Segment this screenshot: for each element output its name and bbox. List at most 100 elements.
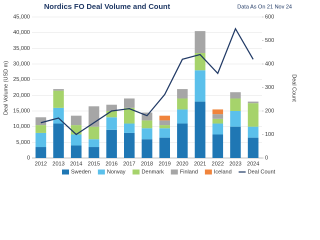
bar-segment bbox=[177, 123, 188, 158]
x-tick-label: 2013 bbox=[52, 161, 64, 167]
y-tick-label: 35,000 bbox=[13, 46, 30, 52]
bar-segment bbox=[53, 107, 64, 124]
x-tick-label: 2014 bbox=[70, 161, 82, 167]
bar-segment bbox=[212, 118, 224, 124]
bar-segment bbox=[212, 123, 224, 135]
bar-segment bbox=[141, 112, 153, 121]
bar-segment bbox=[247, 103, 259, 127]
y-axis-title: Deal Volume (USD m) bbox=[3, 61, 9, 115]
bar-segment bbox=[177, 89, 188, 99]
y2-axis-title: Deal Count bbox=[291, 74, 297, 102]
x-tick-label: 2020 bbox=[176, 161, 188, 167]
x-tick-label: 2022 bbox=[212, 161, 224, 167]
x-tick-label: 2019 bbox=[159, 161, 171, 167]
bar-segment bbox=[247, 126, 259, 138]
y2-tick-label: 400 bbox=[265, 61, 274, 67]
y-tick-label: 10,000 bbox=[13, 124, 30, 130]
bar-segment bbox=[124, 123, 135, 133]
bar-segment bbox=[106, 117, 117, 130]
y2-tick-label: 600 bbox=[265, 14, 274, 20]
bar-segment bbox=[124, 98, 135, 108]
x-tick-label: 2017 bbox=[123, 161, 135, 167]
y-tick-label: 5,000 bbox=[16, 140, 30, 146]
x-tick-label: 2024 bbox=[247, 161, 259, 167]
bar-segment bbox=[88, 147, 100, 158]
bar-segment bbox=[70, 145, 82, 158]
legend-label: Sweden bbox=[71, 169, 91, 175]
bar-segment bbox=[70, 134, 82, 146]
legend-swatch bbox=[132, 169, 140, 175]
bar-segment bbox=[70, 125, 82, 135]
y-tick-label: 30,000 bbox=[13, 61, 30, 67]
legend-label: Iceland bbox=[214, 169, 232, 175]
bar-segment bbox=[194, 31, 206, 54]
x-tick-label: 2023 bbox=[229, 161, 241, 167]
bar-segment bbox=[194, 53, 206, 71]
bar-segment bbox=[177, 98, 188, 110]
bar-segment bbox=[35, 132, 47, 148]
bar-segment bbox=[53, 89, 64, 91]
bar-segment bbox=[53, 90, 64, 108]
legend-swatch bbox=[204, 169, 212, 175]
bar-segment bbox=[212, 134, 224, 158]
x-tick-label: 2016 bbox=[105, 161, 117, 167]
bar-segment bbox=[141, 128, 153, 140]
bar-segment bbox=[247, 137, 259, 158]
line bbox=[40, 27, 254, 136]
legend-label: Finland bbox=[180, 169, 198, 175]
y-tick-label: 15,000 bbox=[13, 108, 30, 114]
y2-tick-label: 200 bbox=[265, 108, 274, 114]
bar-segment bbox=[124, 107, 135, 124]
bar-segment bbox=[230, 111, 241, 127]
y2-tick-label: 0 bbox=[265, 155, 268, 161]
legend-swatch bbox=[97, 169, 105, 175]
chart-title: Nordics FO Deal Volume and Count bbox=[44, 2, 171, 11]
bar-segment bbox=[141, 139, 153, 158]
x-tick-label: 2021 bbox=[194, 161, 206, 167]
y2-tick-label: 100 bbox=[265, 132, 274, 138]
bar-segment bbox=[88, 126, 100, 140]
bar-segment bbox=[230, 126, 241, 158]
bar-segment bbox=[194, 101, 206, 158]
bar-segment bbox=[159, 125, 170, 129]
bar-segment bbox=[212, 109, 224, 115]
bar-segment bbox=[159, 115, 170, 121]
bar-segment bbox=[106, 104, 117, 111]
bar-segment bbox=[35, 117, 47, 126]
bar-segment bbox=[194, 70, 206, 102]
chart-subtitle: Data As On 21 Nov 24 bbox=[237, 4, 292, 10]
y-tick-label: 40,000 bbox=[13, 30, 30, 36]
bar-segment bbox=[70, 115, 82, 126]
legend-label: Denmark bbox=[142, 169, 165, 175]
bar-segment bbox=[159, 137, 170, 158]
bar-segment bbox=[230, 98, 241, 111]
x-tick-label: 2018 bbox=[141, 161, 153, 167]
bar-segment bbox=[159, 120, 170, 126]
legend-swatch bbox=[170, 169, 178, 175]
bar-segment bbox=[212, 114, 224, 119]
bar-segment bbox=[53, 123, 64, 158]
x-tick-label: 2015 bbox=[88, 161, 100, 167]
bar-segment bbox=[106, 111, 117, 118]
y-tick-label: 0 bbox=[27, 155, 30, 161]
bar-segment bbox=[247, 101, 259, 104]
bar-segment bbox=[35, 147, 47, 158]
bar-segment bbox=[159, 128, 170, 138]
x-tick-label: 2012 bbox=[35, 161, 47, 167]
y2-tick-label: 300 bbox=[265, 85, 274, 91]
bar-segment bbox=[124, 132, 135, 158]
y2-tick-label: 500 bbox=[265, 38, 274, 44]
legend-label: Norway bbox=[107, 169, 126, 175]
y-tick-label: 25,000 bbox=[13, 77, 30, 83]
legend-swatch bbox=[62, 169, 69, 175]
bar-segment bbox=[141, 120, 153, 129]
bar-segment bbox=[177, 109, 188, 124]
y-tick-label: 45,000 bbox=[13, 14, 30, 20]
legend-label: Deal Count bbox=[248, 169, 276, 175]
bar-segment bbox=[88, 139, 100, 148]
chart: Nordics FO Deal Volume and Count Data As… bbox=[3, 2, 297, 175]
bar-segment bbox=[106, 129, 117, 158]
bar-segment bbox=[230, 92, 241, 99]
y-tick-label: 20,000 bbox=[13, 93, 30, 99]
bar-segment bbox=[88, 106, 100, 127]
